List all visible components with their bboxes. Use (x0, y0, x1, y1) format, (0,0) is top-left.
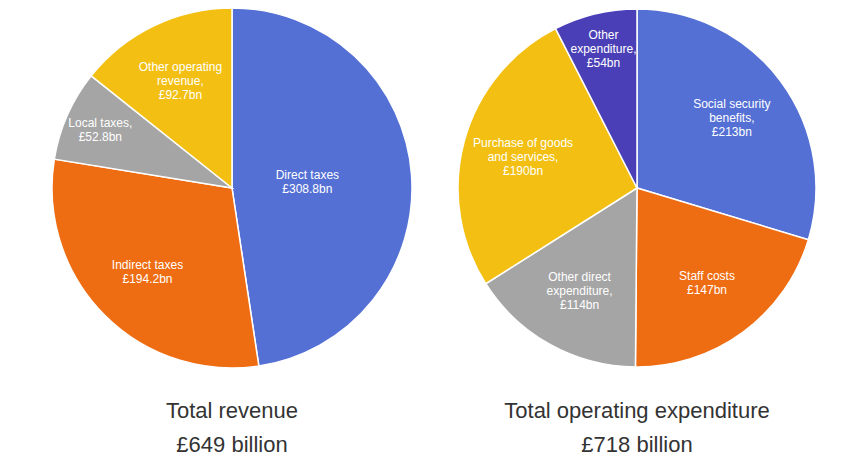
slice-labels: Direct taxes£308.8bn Indirect taxes£194.2… (68, 60, 339, 286)
slice-category-label: Other operatingrevenue, (139, 60, 222, 88)
slice-labels: Social securitybenefits,£213bn Staff cost… (473, 28, 771, 312)
label-line: Purchase of goods (473, 136, 573, 150)
slices (458, 9, 816, 367)
slice-category-label: Purchase of goodsand services, (473, 136, 573, 164)
pie-chart: Direct taxes£308.8bn Indirect taxes£194.2… (52, 8, 412, 457)
slice-category-label: Local taxes, (68, 116, 132, 130)
label-line: revenue, (157, 74, 204, 88)
label-line: Social security (693, 97, 770, 111)
slice-value-label: £194.2bn (122, 272, 172, 286)
slice-value-label: £114bn (560, 298, 599, 312)
slice-value-label: £190bn (503, 164, 543, 178)
slice-category-label: Staff costs (679, 269, 735, 283)
chart-subtitle: £649 billion (176, 432, 287, 457)
slice-value-label: £213bn (712, 125, 752, 139)
slice-category-label: Otherexpenditure, (570, 28, 636, 56)
slice-category-label: Other directexpenditure, (547, 270, 613, 298)
slice-category-label: Indirect taxes (112, 258, 183, 272)
label-line: benefits, (709, 111, 754, 125)
label-line: expenditure, (570, 42, 636, 56)
pie-slice (91, 8, 232, 188)
pie-slice (458, 29, 637, 284)
label-line: Indirect taxes (112, 258, 183, 272)
pie-chart: Social securitybenefits,£213bn Staff cost… (458, 9, 816, 457)
slice-value-label: £92.7bn (159, 88, 202, 102)
label-line: expenditure, (547, 284, 613, 298)
label-line: Other direct (548, 270, 611, 284)
slice-value-label: £54bn (587, 56, 620, 70)
slice-value-label: £52.8bn (79, 130, 122, 144)
slice-value-label: £147bn (687, 283, 727, 297)
chart-title: Total operating expenditure (504, 398, 769, 423)
chart-title: Total revenue (166, 398, 298, 423)
pie-slice (635, 188, 808, 367)
chart-subtitle: £718 billion (581, 432, 692, 457)
label-line: Staff costs (679, 269, 735, 283)
label-line: Other operating (139, 60, 222, 74)
slice-category-label: Social securitybenefits, (693, 97, 770, 125)
pie-slice (556, 9, 637, 188)
pie-slice (232, 8, 412, 366)
label-line: Local taxes, (68, 116, 132, 130)
slices (52, 8, 412, 368)
slice-value-label: £308.8bn (282, 182, 332, 196)
label-line: Direct taxes (276, 168, 339, 182)
pie-slice (52, 159, 259, 368)
label-line: and services, (488, 150, 559, 164)
label-line: Other (588, 28, 618, 42)
slice-category-label: Direct taxes (276, 168, 339, 182)
figure: Direct taxes£308.8bn Indirect taxes£194.2… (0, 0, 847, 473)
